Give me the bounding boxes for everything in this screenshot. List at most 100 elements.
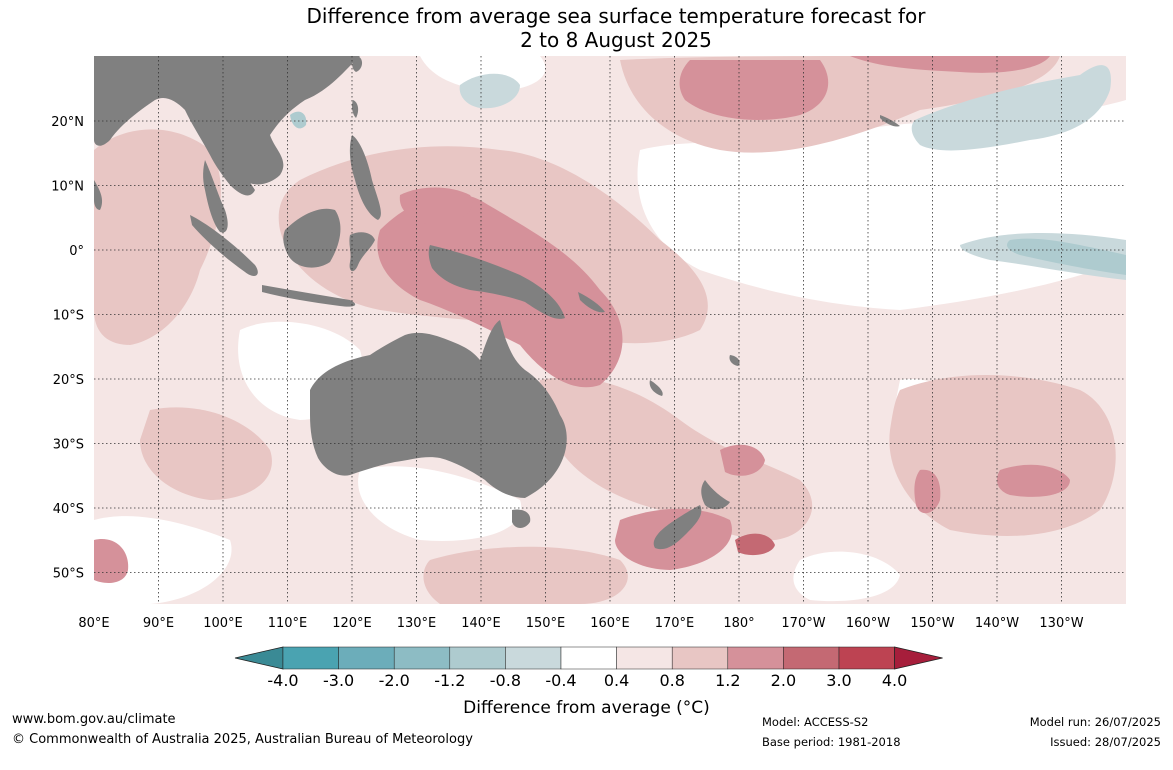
warm-indian-ocean [94,129,221,345]
very-warm-nz-patch [735,533,775,556]
land-australia [310,320,567,498]
land [94,56,900,550]
colorbar-tick-label: -4.0 [267,671,298,690]
strong-warm-philippine-sea [399,187,473,225]
colorbar-tick-label: 4.0 [882,671,907,690]
warm-southern-indian [140,407,272,500]
issued-date: Issued: 28/07/2025 [1050,735,1161,749]
base-period: Base period: 1981-2018 [762,735,901,749]
colorbar-swatch [282,646,339,670]
longitude-label: 140°W [975,616,1019,631]
latitude-labels: 20°N 10°N 0° 10°S 20°S 30°S 40°S 50°S [51,115,84,582]
colorbar-tick-label: -0.8 [490,671,521,690]
latitude-label: 30°S [53,438,84,453]
land-sulawesi [349,232,375,272]
colorbar-swatch [671,646,729,670]
title-line-2: 2 to 8 August 2025 [520,28,712,52]
land-nz-south [653,505,702,550]
latitude-label: 40°S [53,502,84,517]
longitude-label: 180° [723,616,754,631]
land-new-guinea [428,245,565,319]
latitude-label: 20°S [53,373,84,388]
longitude-label: 140°E [461,616,501,631]
latitude-label: 10°N [51,180,84,195]
copyright-text: © Commonwealth of Australia 2025, Austra… [12,732,473,747]
land-solomons [578,292,605,313]
longitude-label: 80°E [78,616,109,631]
model-run-date: Model run: 26/07/2025 [1029,715,1161,729]
warm-south-pacific [889,375,1116,536]
land-asia [94,56,360,185]
longitude-label: 100°E [203,616,243,631]
colorbar-tick-label: 2.0 [771,671,796,690]
colorbar-swatch [727,646,784,670]
longitude-label: 170°W [781,616,825,631]
map-title: Difference from average sea surface temp… [0,4,1173,52]
colorbar-tick-label: -0.4 [545,671,576,690]
longitude-label: 160°W [846,616,890,631]
strong-warm-south-central [914,469,941,514]
cooler-equatorial-east [1007,238,1126,275]
strong-warm-tasman-east [720,444,765,476]
colorbar-tick-label: 0.4 [604,671,629,690]
longitude-label: 110°E [268,616,308,631]
colorbar-swatch [838,646,895,670]
land-philippines [349,135,381,220]
colorbar-swatch [505,646,562,670]
cool-north-pacific-west [459,73,520,109]
warm-southern-ocean [423,546,628,604]
longitude-labels: 80°E 90°E 100°E 110°E 120°E 130°E 140°E 150°E 16… [78,616,1083,631]
colorbar-tick-label: 1.2 [715,671,740,690]
colorbar-min-arrow [234,646,284,670]
strong-warm-southwest [94,539,129,583]
colorbar-tick-label: -1.2 [434,671,465,690]
longitude-label: 130°W [1039,616,1083,631]
land-java [262,285,356,307]
latitude-label: 10°S [53,309,84,324]
near-average-southern-ocean-west [94,516,232,604]
latitude-label: 0° [69,244,84,259]
land-new-caledonia [649,380,663,396]
colorbar-swatch [449,646,506,670]
longitude-label: 130°E [397,616,437,631]
land-fiji [729,355,740,366]
land-taiwan [352,100,359,118]
near-average-southern-ocean-mid [793,551,900,602]
colorbar: -4.0 -3.0 -2.0 -1.2 -0.8 -0.4 0.4 0.8 1.2 2.0 3.0 4… [234,646,943,690]
land-tasmania [512,509,531,528]
latitude-label: 20°N [51,115,84,130]
longitude-label: 170°E [655,616,695,631]
website-link[interactable]: www.bom.gov.au/climate [12,712,176,727]
colorbar-tick-label: -2.0 [379,671,410,690]
land-nz-north [701,480,730,510]
land-indochina [185,110,255,196]
land-india-tip [94,180,103,210]
colorbar-tick-label: 3.0 [826,671,851,690]
longitude-label: 90°E [143,616,174,631]
strong-warm-southern-east [997,464,1070,497]
land-malay-peninsula [203,160,228,233]
model-name: Model: ACCESS-S2 [762,715,869,729]
land-sumatra [190,215,258,276]
colorbar-swatch [616,646,673,670]
colorbar-swatch [393,646,451,670]
colorbar-tick-label: 0.8 [659,671,684,690]
colorbar-swatch [783,646,840,670]
gridlines [94,56,1126,604]
longitude-label: 160°E [590,616,630,631]
cool-south-china-sea [290,111,307,129]
colorbar-max-arrow [894,646,943,670]
sst-anomaly-map: 20°N 10°N 0° 10°S 20°S 30°S 40°S 50°S 80°E 90°E 1… [51,56,1126,690]
strong-warm-north-pacific-east [850,56,1050,73]
colorbar-swatch [338,646,395,670]
latitude-label: 50°S [53,567,84,582]
title-line-1: Difference from average sea surface temp… [306,4,926,28]
longitude-label: 120°E [332,616,372,631]
land-japan-south [352,56,363,72]
colorbar-label: Difference from average (°C) [463,698,710,718]
longitude-label: 150°E [526,616,566,631]
near-average-south-australia [358,466,522,541]
warm-tasman-sea [538,377,813,541]
strong-warm-north-pacific [679,60,829,120]
longitude-label: 150°W [910,616,954,631]
